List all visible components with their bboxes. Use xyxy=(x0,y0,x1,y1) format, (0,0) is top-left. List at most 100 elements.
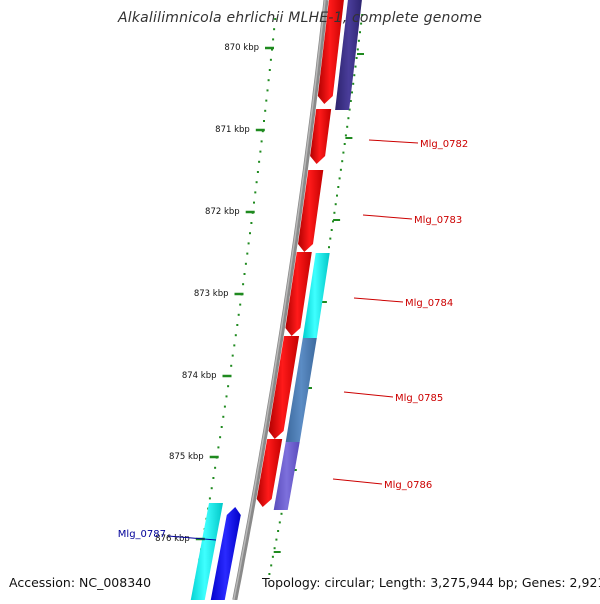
tick-dot xyxy=(249,232,251,235)
gene-leader-line xyxy=(362,214,413,220)
tick-dot xyxy=(246,252,249,255)
gene-leader-line xyxy=(332,478,383,485)
topology-text: Topology: circular; Length: 3,275,944 bp… xyxy=(262,575,600,590)
gene-block-purple xyxy=(273,442,300,510)
tick-dot xyxy=(260,140,263,143)
tick-dot xyxy=(237,313,240,316)
tick-dot xyxy=(255,181,258,184)
axis-tick-label: 875 kbp xyxy=(169,452,204,462)
tick-dot xyxy=(271,48,273,51)
tick-dot xyxy=(339,168,342,171)
gene-block-red xyxy=(268,336,300,439)
genome-backbone xyxy=(232,0,329,601)
tick-dot xyxy=(337,186,340,188)
tick-dot xyxy=(356,48,359,51)
tick-dot xyxy=(330,229,333,231)
tick-dot xyxy=(360,22,363,25)
tick-dot xyxy=(217,446,220,449)
gene-label-forward[interactable]: Mlg_0785 xyxy=(395,393,443,404)
tick-dot xyxy=(328,246,330,249)
gene-label-forward[interactable]: Mlg_0783 xyxy=(414,215,462,226)
gene-label-forward[interactable]: Mlg_0786 xyxy=(384,480,432,491)
tick-dot xyxy=(354,65,357,68)
tick-dot xyxy=(214,466,217,469)
tick-dot xyxy=(351,91,353,94)
tick-dot xyxy=(212,477,215,479)
tick-dot xyxy=(222,415,225,418)
tick-dot xyxy=(353,74,356,77)
tick-dot xyxy=(270,564,273,567)
gene-block-red xyxy=(285,252,312,336)
tick-dot xyxy=(269,58,272,61)
tick-dot xyxy=(341,160,344,163)
tick-dot xyxy=(230,364,233,367)
tick-dot xyxy=(272,38,275,41)
tick-dot xyxy=(220,426,223,428)
tick-dot xyxy=(332,220,334,223)
tick-dot xyxy=(338,177,341,180)
tick-dot xyxy=(352,82,355,85)
tick-dot xyxy=(234,334,237,337)
tick-dot xyxy=(210,487,213,490)
gene-block-steel xyxy=(285,338,317,442)
tick-dot xyxy=(233,344,236,347)
tick-dot xyxy=(278,521,281,524)
axis-tick-label: 870 kbp xyxy=(224,43,259,53)
tick-dot xyxy=(227,385,230,388)
tick-dot xyxy=(271,555,274,558)
tick-dot xyxy=(243,273,246,275)
tick-dot xyxy=(348,108,351,111)
tick-dot xyxy=(256,171,259,173)
tick-dot xyxy=(334,203,337,206)
axis-tick-label: 871 kbp xyxy=(215,125,250,135)
tick-dot xyxy=(242,283,245,286)
gene-leader-line xyxy=(353,297,404,303)
tick-dot xyxy=(223,405,226,408)
axis-tick-label: 874 kbp xyxy=(182,371,217,381)
tick-dot xyxy=(236,324,239,326)
tick-dot xyxy=(346,125,349,128)
tick-dot xyxy=(280,512,283,515)
gene-leader-line xyxy=(167,535,217,541)
tick-dot xyxy=(266,89,269,92)
tick-dot xyxy=(347,117,350,120)
gene-block-blue-reverse xyxy=(209,507,241,604)
gene-label-forward[interactable]: Mlg_0784 xyxy=(405,298,453,309)
tick-dot xyxy=(225,395,228,398)
tick-dot xyxy=(273,28,276,31)
tick-dot xyxy=(264,109,267,112)
tick-dot xyxy=(259,150,262,153)
tick-dot xyxy=(247,242,250,245)
gene-block-cyan xyxy=(302,253,330,338)
gene-block-navy xyxy=(335,0,362,110)
axis-tick-label: 876 kbp xyxy=(155,534,190,544)
tick-dot xyxy=(231,354,234,357)
gene-label-forward[interactable]: Mlg_0782 xyxy=(420,139,468,150)
tick-dot xyxy=(268,573,271,575)
accession-text: Accession: NC_008340 xyxy=(9,575,152,590)
tick-dot xyxy=(277,530,280,532)
axis-ticks: 870 kbp 871 kbp 872 kbp 873 kbp 874 kbp 875 k… xyxy=(155,43,274,544)
tick-dot xyxy=(344,134,347,137)
tick-dot xyxy=(267,79,270,82)
gene-block-red xyxy=(317,0,344,104)
tick-dot xyxy=(258,160,261,163)
gene-block-red xyxy=(256,439,283,507)
axis-tick-label: 873 kbp xyxy=(194,289,229,299)
tick-dot xyxy=(239,303,242,306)
tick-dot xyxy=(263,120,265,122)
gene-block-cyan-reverse xyxy=(189,503,223,604)
axis-tick-label: 872 kbp xyxy=(205,207,240,217)
gene-leader-line xyxy=(343,391,394,398)
tick-dot xyxy=(274,18,277,20)
gene-label-reverse[interactable]: Mlg_0787 xyxy=(118,529,166,540)
tick-dot xyxy=(244,262,247,265)
tick-dot xyxy=(253,201,255,204)
gene-features xyxy=(189,0,362,604)
tick-dot xyxy=(250,222,253,224)
genome-title: Alkalilimnicola ehrlichii MLHE-1, comple… xyxy=(117,10,483,26)
tick-dot xyxy=(336,194,338,197)
gene-block-red xyxy=(310,109,332,164)
tick-dot xyxy=(254,191,257,194)
